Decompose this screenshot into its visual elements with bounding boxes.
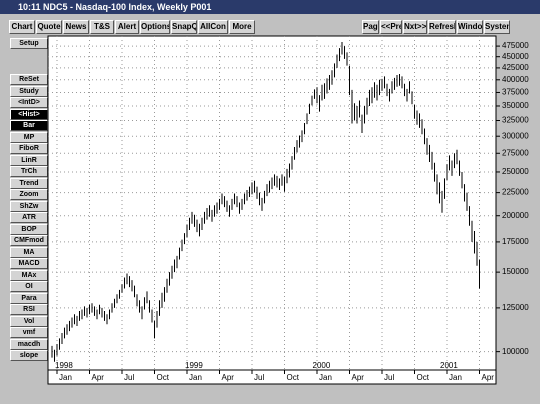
year-label: 2001 [440,361,458,370]
x-tick-label: Oct [417,373,430,382]
x-tick-label: Apr [92,373,105,382]
toolbar-button[interactable]: T&S [90,20,114,34]
toolbar-button[interactable]: Nxt>> [403,20,427,34]
toolbar-button[interactable]: Refresh [428,20,456,34]
year-label: 1999 [185,361,203,370]
x-tick-label: Apr [482,373,495,382]
title-bar: 10:11 NDC5 - Nasdaq-100 Index, Weekly P0… [0,0,540,14]
plot-area [47,35,497,371]
x-tick-label: Apr [352,373,365,382]
toolbar-button[interactable]: Options [140,20,170,34]
toolbar-button[interactable]: Quote [36,20,62,34]
year-label: 1998 [55,361,73,370]
y-tick-label: 275000 [502,148,529,157]
y-tick-label: 450000 [502,52,529,61]
y-tick-label: 350000 [502,101,529,110]
x-axis-area [47,369,497,385]
y-tick-label: 400000 [502,75,529,84]
y-tick-label: 150000 [502,267,529,276]
toolbar-button[interactable]: AllCon [198,20,228,34]
x-tick-label: Jul [254,373,264,382]
y-tick-label: 100000 [502,347,529,356]
y-tick-label: 375000 [502,88,529,97]
y-tick-label: 200000 [502,211,529,220]
year-label: 2000 [313,361,331,370]
y-tick-label: 325000 [502,116,529,125]
y-tick-label: 225000 [502,188,529,197]
y-tick-label: 300000 [502,131,529,140]
toolbar-button[interactable]: Chart [9,20,35,34]
x-tick-label: Jan [319,373,332,382]
y-tick-label: 425000 [502,63,529,72]
toolbar-button[interactable]: System [484,20,510,34]
x-tick-label: Oct [157,373,170,382]
toolbar-button[interactable]: More [229,20,255,34]
x-tick-label: Jan [449,373,462,382]
x-tick-label: Jan [189,373,202,382]
y-tick-label: 125000 [502,303,529,312]
x-tick-label: Jan [59,373,72,382]
y-tick-label: 475000 [502,41,529,50]
toolbar-button[interactable]: Window [457,20,483,34]
toolbar-button[interactable]: SnapQ [171,20,197,34]
toolbar-button[interactable]: Alert [115,20,139,34]
x-tick-label: Jul [124,373,134,382]
toolbar-button[interactable]: Page [362,20,379,34]
x-tick-label: Oct [287,373,300,382]
y-tick-label: 175000 [502,237,529,246]
y-tick-label: 250000 [502,167,529,176]
toolbar-button[interactable]: News [63,20,89,34]
x-tick-label: Jul [384,373,394,382]
toolbar-button[interactable]: <<Pre [380,20,402,34]
x-tick-label: Apr [222,373,235,382]
